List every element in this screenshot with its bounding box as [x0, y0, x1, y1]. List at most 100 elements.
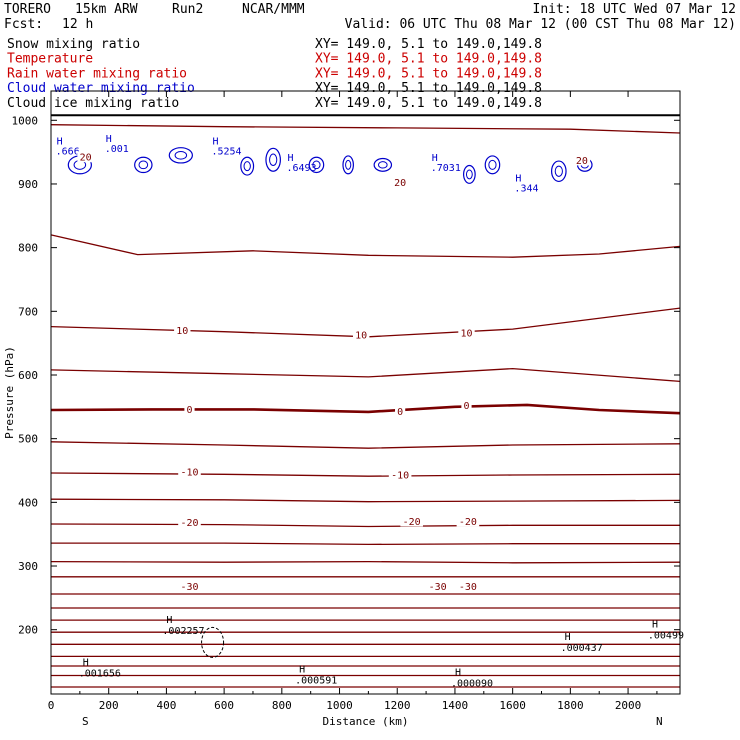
cloud-water-contour [551, 160, 567, 183]
temperature-label: 20 [394, 178, 406, 189]
cloud-water-max-value: .344 [514, 184, 538, 195]
temperature-label-bg [352, 328, 370, 340]
temperature-label: 0 [397, 407, 403, 418]
isotherm-line [51, 542, 680, 546]
temperature-label: -30 [429, 582, 447, 593]
temperature-label-bg [184, 403, 195, 415]
temperature-label: 20 [576, 156, 588, 167]
temperature-label: 0 [463, 401, 469, 412]
snow-max-value: .000437 [561, 643, 603, 654]
isotherm-line [50, 403, 681, 415]
cloud-water-contour-inner [269, 153, 278, 166]
snow-max-value: .000591 [295, 676, 337, 687]
field-name: Rain water mixing ratio [7, 66, 187, 81]
temperature-label: -30 [180, 582, 198, 593]
snow-contour [201, 626, 225, 658]
field-xy-range: XY= 149.0, 5.1 to 149.0,149.8 [315, 66, 542, 81]
cloud-water-contour-inner [377, 161, 388, 169]
cloud-water-max-marker: H [287, 153, 293, 164]
temperature-label-bg [400, 515, 423, 527]
temperature-label-bg [573, 154, 591, 166]
isotherm-line [50, 498, 681, 503]
snow-max-marker: H [455, 668, 461, 679]
isotherm-line [50, 472, 681, 477]
temperature-label-bg [426, 580, 449, 592]
x-tick-label: 400 [156, 699, 176, 712]
isotherm-line [50, 560, 681, 564]
cloud-water-max-value: .5254 [211, 147, 241, 158]
cloud-water-contour [134, 156, 153, 174]
cloud-water-contour [484, 155, 501, 175]
snow-max-value: .001656 [79, 669, 121, 680]
x-tick-label: 200 [99, 699, 119, 712]
init-time: Init: 18 UTC Wed 07 Mar 12 [533, 2, 737, 17]
snow-layer: H.001656 H.000591H.000090H.000437H.00499H… [79, 615, 684, 690]
cloud-water-contour-inner [488, 159, 497, 170]
cloud-water-max-value: .666 [56, 147, 80, 158]
y-tick-label: 400 [18, 496, 38, 509]
temperature-label-bg [388, 468, 412, 480]
snow-max-marker: H [565, 632, 571, 643]
cloud-water-contour [373, 157, 393, 172]
field-name: Cloud water mixing ratio [7, 81, 195, 96]
y-tick-label: 200 [18, 624, 38, 637]
temperature-label: -20 [459, 517, 477, 528]
temperature-label: 10 [355, 330, 367, 341]
y-tick-label: 700 [18, 305, 38, 318]
temperature-label-bg [178, 580, 201, 592]
temperature-label-bg [391, 176, 409, 188]
snow-max-value: .002257 [162, 626, 204, 637]
cloud-water-contour-inner [465, 169, 473, 180]
cloud-water-contour [168, 147, 193, 164]
cloud-water-contour [265, 147, 281, 172]
x-tick-label: 600 [214, 699, 234, 712]
temperature-label: 0 [186, 405, 192, 416]
field-xy-range: XY= 149.0, 5.1 to 149.0,149.8 [315, 81, 542, 96]
temperature-label: -10 [180, 467, 198, 478]
field-xy-range: XY= 149.0, 5.1 to 149.0,149.8 [315, 96, 542, 111]
temperature-label-bg [174, 324, 191, 336]
field-xy-range: XY= 149.0, 5.1 to 149.0,149.8 [315, 52, 542, 67]
model-run: Run2 [172, 2, 203, 17]
cloud-water-max-marker: H [432, 153, 438, 164]
cloud-water-contour [308, 156, 325, 174]
temperature-label: 10 [460, 328, 472, 339]
x-tick-label: 1800 [557, 699, 584, 712]
snow-max-marker: H [299, 665, 305, 676]
plot-frame [50, 90, 681, 695]
x-tick-label: 1400 [442, 699, 469, 712]
y-axis-label: Pressure (hPa) [3, 346, 16, 439]
y-tick-label: 900 [18, 178, 38, 191]
axis-layer: 0 200 400 600 800 1000 1200 1400 1600 1800 2000200… [12, 91, 680, 712]
isotherm-line [50, 441, 681, 449]
temperature-label-bg [178, 516, 201, 528]
cloud-water-contour-inner [138, 160, 149, 170]
temperature-label: 20 [80, 153, 92, 164]
temperature-label-bg [77, 151, 94, 163]
temperature-label: -20 [180, 518, 198, 529]
field-legend: Snow mixing ratio XY= 149.0, 5.1 to 149.0… [7, 37, 542, 111]
isotherm-line [50, 367, 681, 383]
snow-max-value: .00499 [648, 630, 684, 641]
isotherm-layer [50, 124, 681, 688]
temperature-label-bg [456, 515, 480, 527]
x-tick-label: 2000 [615, 699, 642, 712]
temperature-label: -30 [459, 582, 477, 593]
snow-max-marker: H [83, 658, 89, 669]
temperature-label-bg [458, 326, 475, 338]
cloud-water-contour-inner [243, 161, 251, 172]
cloud-water-contour-inner [554, 165, 563, 177]
snow-max-marker: H [166, 615, 172, 626]
temperature-label: 10 [176, 326, 188, 337]
isotherm-line [50, 234, 681, 258]
cloud-water-contour [342, 155, 354, 175]
y-tick-label: 800 [18, 242, 38, 255]
field-name: Temperature [7, 52, 93, 67]
y-tick-label: 1000 [12, 114, 39, 127]
cloud-water-max-marker: H [106, 134, 112, 145]
cloud-water-contour [240, 156, 255, 176]
y-tick-label: 300 [18, 560, 38, 573]
cloud-water-contour-inner [345, 159, 352, 170]
snow-max-value: .000090 [451, 679, 493, 690]
